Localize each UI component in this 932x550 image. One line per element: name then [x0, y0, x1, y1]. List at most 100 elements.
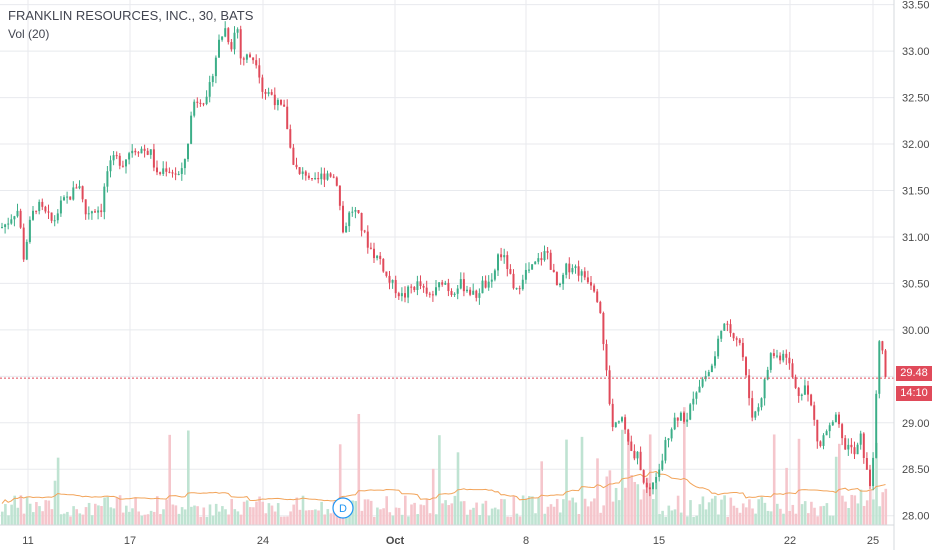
- candle-body: [521, 279, 524, 290]
- candle-body: [745, 357, 747, 376]
- y-tick-label: 32.00: [902, 139, 930, 151]
- candle-body: [187, 143, 189, 160]
- candle-body: [648, 487, 651, 490]
- volume-bar: [187, 430, 190, 525]
- candle-body: [543, 251, 546, 261]
- candle-body: [66, 196, 69, 198]
- volume-bar: [196, 506, 199, 525]
- volume-bar: [701, 496, 705, 525]
- candle-body: [115, 155, 118, 157]
- candle-body: [84, 199, 87, 215]
- volume-bar: [94, 503, 97, 525]
- volume-bar: [112, 508, 116, 525]
- volume-bar: [87, 502, 91, 525]
- candle-body: [655, 477, 658, 483]
- volume-bar: [13, 495, 16, 525]
- candle-body: [438, 282, 441, 288]
- candle-body: [283, 104, 286, 107]
- volume-bar: [224, 509, 227, 525]
- volume-bar: [63, 513, 66, 525]
- candle-body: [295, 164, 298, 168]
- volume-bar: [788, 510, 791, 525]
- volume-bar: [258, 496, 261, 525]
- volume-bar: [695, 515, 698, 525]
- volume-legend: Vol (20): [8, 27, 50, 41]
- volume-bar: [149, 510, 153, 525]
- y-tick-label: 30.50: [902, 278, 930, 290]
- volume-bar: [329, 513, 333, 525]
- y-tick-label: 28.00: [902, 511, 930, 523]
- candle-body: [230, 42, 233, 50]
- volume-bar: [382, 508, 385, 525]
- candle-body: [205, 96, 208, 104]
- volume-bar: [128, 511, 131, 525]
- event-marker[interactable]: D: [332, 497, 354, 519]
- candle-body: [633, 450, 636, 459]
- candle-body: [90, 211, 93, 214]
- candle-body: [621, 417, 623, 422]
- volume-bar: [394, 507, 398, 525]
- volume-bar: [252, 507, 255, 525]
- candle-body: [78, 186, 81, 189]
- candle-body: [320, 173, 323, 180]
- y-tick-label: 30.00: [902, 325, 930, 337]
- candle-body: [490, 279, 493, 282]
- volume-bar: [264, 513, 268, 525]
- candle-body: [772, 353, 775, 356]
- candle-body: [800, 394, 803, 396]
- volume-bar: [543, 513, 547, 525]
- volume-bar: [428, 513, 432, 525]
- volume-bar: [481, 503, 485, 525]
- volume-bar: [534, 513, 537, 525]
- volume-bar: [180, 507, 184, 525]
- volume-bar: [704, 509, 708, 525]
- volume-bar: [162, 509, 165, 525]
- candle-body: [264, 91, 267, 94]
- volume-bar: [357, 413, 361, 525]
- candle-body: [862, 433, 865, 458]
- volume-bar: [856, 503, 860, 525]
- volume-bar: [748, 499, 751, 525]
- volume-bar: [388, 512, 392, 525]
- candle-body: [559, 283, 561, 286]
- candle-body: [704, 376, 707, 380]
- volume-bar: [261, 501, 264, 525]
- volume-bar: [174, 505, 178, 525]
- candle-body: [32, 210, 34, 220]
- candle-body: [59, 200, 62, 214]
- candle-body: [497, 254, 499, 271]
- y-tick-label: 31.50: [902, 185, 930, 197]
- candle-body: [208, 82, 211, 97]
- dividend-marker-circle[interactable]: [332, 497, 354, 519]
- volume-bar: [580, 436, 584, 525]
- candle-body: [239, 29, 242, 59]
- volume-bar: [813, 507, 816, 525]
- volume-bar: [521, 495, 525, 525]
- volume-bar: [571, 497, 574, 525]
- candle-body: [865, 457, 868, 470]
- volume-bar: [493, 507, 497, 525]
- volume-bar: [605, 476, 609, 525]
- volume-moving-average-line: [1, 470, 886, 504]
- volume-bar: [633, 481, 636, 525]
- volume-bar: [810, 501, 813, 525]
- x-tick-label: 11: [22, 535, 33, 547]
- candle-body: [673, 417, 676, 430]
- candle-body: [407, 286, 410, 298]
- y-tick-label: 33.50: [902, 0, 930, 12]
- x-tick-label: Oct: [386, 535, 405, 547]
- volume-bar: [50, 509, 54, 525]
- volume-bar: [652, 499, 655, 525]
- candle-body: [472, 290, 475, 295]
- candle-body: [326, 173, 329, 180]
- volume-bar: [32, 512, 35, 525]
- volume-bar: [435, 514, 438, 525]
- candle-body: [754, 411, 757, 418]
- candle-body: [701, 379, 704, 387]
- candle-body: [422, 285, 425, 288]
- candle-body: [571, 268, 574, 273]
- volume-bar: [807, 513, 810, 525]
- candle-body: [555, 272, 558, 286]
- candle-body: [373, 248, 375, 259]
